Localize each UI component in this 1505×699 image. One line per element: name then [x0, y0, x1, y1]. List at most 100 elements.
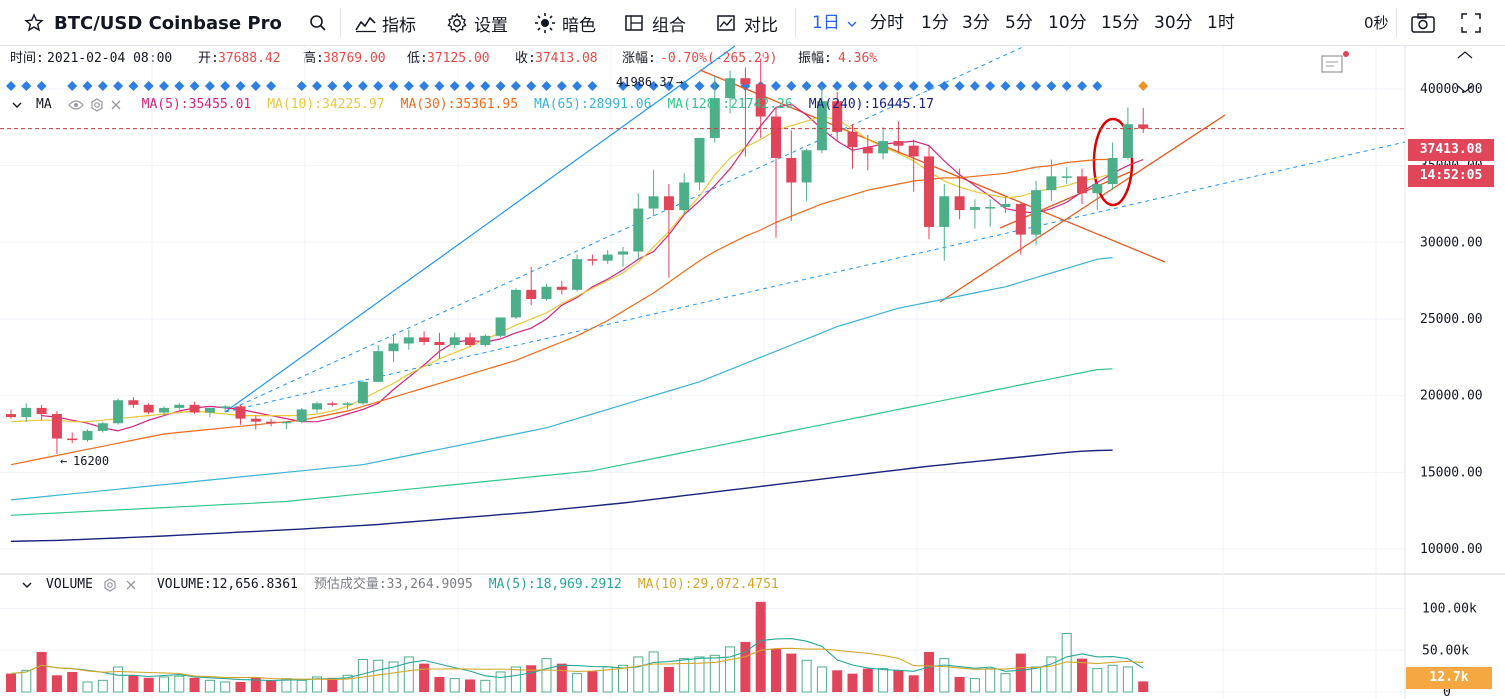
- volume-bar: [878, 668, 889, 693]
- alert-icon: [1321, 51, 1349, 73]
- volume-bar: [113, 666, 124, 693]
- candle: [480, 334, 491, 347]
- timeframe-30m-button[interactable]: 30分: [1154, 13, 1193, 33]
- timeframe-tick-button[interactable]: 分时: [870, 13, 904, 33]
- timeframe-10m-button[interactable]: 10分: [1048, 13, 1087, 33]
- signal-diamond: [556, 81, 567, 91]
- volume-estimate: 预估成交量:33,264.9095: [313, 577, 473, 592]
- trendline-solid-blue: [224, 45, 736, 413]
- candle: [893, 121, 904, 154]
- candle: [113, 398, 124, 425]
- signal-diamond: [985, 81, 996, 91]
- timeframe-1h-button[interactable]: 1时: [1207, 13, 1235, 33]
- candle: [801, 148, 812, 201]
- candle: [985, 199, 996, 227]
- scroll-down-icon: [1457, 85, 1473, 93]
- volume-bar: [556, 663, 567, 692]
- timeframe-1m-button[interactable]: 1分: [921, 13, 949, 33]
- signal-diamond: [128, 81, 139, 91]
- compare-button[interactable]: 对比: [716, 0, 778, 46]
- candle: [296, 407, 307, 424]
- time-value: 2021-02-04 08:00: [47, 51, 173, 66]
- favorite-star-icon[interactable]: [24, 0, 44, 46]
- exchange-name: Coinbase Pro: [148, 12, 282, 34]
- volume-bar: [388, 661, 399, 693]
- close-icon[interactable]: [125, 579, 137, 591]
- candle: [510, 288, 521, 319]
- close-label: 收:: [515, 51, 536, 66]
- volume-bar: [663, 666, 674, 692]
- candle: [97, 421, 108, 433]
- volume-bar: [21, 669, 32, 693]
- volume-bar: [541, 658, 552, 693]
- timeframe-5m-button[interactable]: 5分: [1005, 13, 1033, 33]
- candle: [1031, 180, 1042, 246]
- candle: [924, 145, 934, 240]
- collapse-chevron-icon[interactable]: [12, 101, 22, 109]
- volume-bar: [526, 665, 537, 692]
- candle: [1046, 159, 1057, 201]
- candle: [755, 58, 766, 139]
- volume-bar: [189, 677, 200, 692]
- collapse-chevron-icon[interactable]: [22, 581, 32, 589]
- signal-diamond: [36, 81, 47, 91]
- gear-icon[interactable]: [90, 98, 104, 112]
- price-tick-label: 30000.00: [1420, 235, 1483, 250]
- price-tick-label: 15000.00: [1420, 465, 1483, 480]
- volume-bar: [1015, 653, 1026, 692]
- ma30-value: MA(30):35361.95: [400, 97, 519, 112]
- candle: [174, 403, 185, 410]
- candle: [587, 254, 598, 266]
- signal-diamond: [648, 81, 659, 91]
- candle: [969, 199, 980, 229]
- volume-bar: [832, 670, 843, 692]
- signal-diamond: [1092, 81, 1103, 91]
- settings-button[interactable]: 设置: [446, 0, 508, 46]
- timeframe-15m-button[interactable]: 15分: [1101, 13, 1140, 33]
- close-icon[interactable]: [110, 99, 122, 111]
- signal-diamond: [1000, 81, 1011, 91]
- candle: [771, 107, 781, 238]
- volume-bar: [572, 673, 583, 693]
- volume-bar: [312, 676, 322, 693]
- candle: [694, 138, 705, 191]
- volume-bar: [648, 651, 659, 693]
- volume-bar: [449, 678, 460, 693]
- signal-diamond: [587, 81, 598, 91]
- timeframe-3m-button[interactable]: 3分: [962, 13, 990, 33]
- candle: [709, 75, 720, 143]
- group-button[interactable]: 组合: [624, 0, 686, 46]
- signal-diamond: [235, 81, 246, 91]
- signal-diamond: [924, 81, 934, 91]
- signal-diamond: [327, 81, 338, 91]
- current-price-tag: 37413.08: [1408, 139, 1494, 161]
- signal-diamond: [801, 81, 812, 91]
- signal-diamond: [694, 81, 705, 91]
- signal-diamond: [618, 81, 628, 91]
- high-label: 高:: [303, 51, 324, 66]
- theme-label: 暗色: [562, 15, 596, 36]
- volume-bar: [403, 656, 414, 693]
- indicators-button[interactable]: 指标: [354, 0, 416, 46]
- volume-ma5: MA(5):18,969.2912: [488, 577, 622, 592]
- candle: [128, 397, 139, 408]
- volume-bar: [694, 656, 705, 693]
- volume-title: VOLUME: [46, 577, 93, 592]
- high-arrow: →: [676, 75, 683, 89]
- theme-button[interactable]: 暗色: [534, 0, 596, 46]
- candle: [403, 329, 414, 350]
- symbol-title[interactable]: BTC/USD Coinbase Pro: [54, 0, 282, 46]
- volume-ma10-line: [10, 647, 1144, 680]
- candle: [21, 403, 32, 422]
- fullscreen-icon[interactable]: [1460, 0, 1482, 46]
- gear-icon[interactable]: [103, 578, 117, 592]
- timeframe-1d-button[interactable]: 1日: [812, 0, 857, 46]
- eye-icon[interactable]: [67, 99, 84, 111]
- trendline-orange-up: [939, 114, 1226, 303]
- ma65-value: MA(65):28991.06: [534, 97, 652, 112]
- camera-icon[interactable]: [1410, 0, 1436, 46]
- search-icon[interactable]: [308, 0, 328, 46]
- signal-diamond: [296, 81, 307, 91]
- volume-bar: [1031, 666, 1042, 693]
